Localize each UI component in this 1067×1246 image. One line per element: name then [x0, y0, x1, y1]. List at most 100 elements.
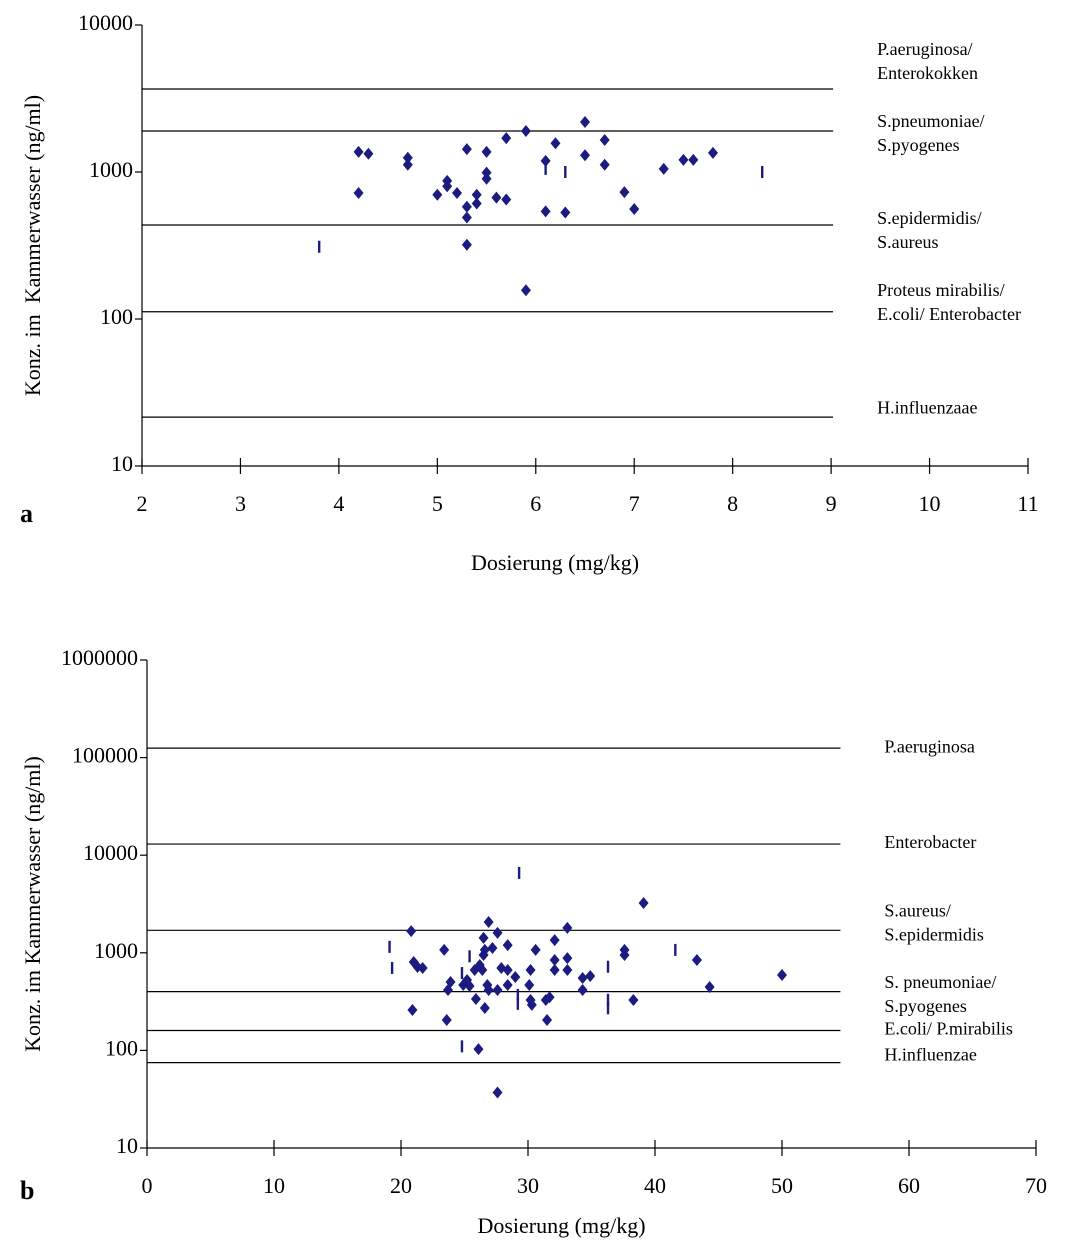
diamond-point	[407, 1004, 418, 1017]
diamond-point	[402, 151, 413, 164]
x-tick-label: 0	[142, 1173, 153, 1198]
diamond-point	[417, 962, 428, 975]
diamond-point	[520, 125, 531, 138]
diamond-point	[619, 186, 630, 199]
reference-label: H.influenzaae	[877, 397, 977, 417]
diamond-point	[540, 205, 551, 218]
diamond-point	[562, 963, 573, 976]
diamond-point	[501, 132, 512, 145]
reference-label: E.coli/ P.mirabilis	[884, 1019, 1013, 1039]
y-tick-label: 1000000	[61, 645, 138, 670]
diamond-point	[580, 149, 590, 162]
reference-label: E.coli/ Enterobacter	[877, 304, 1021, 324]
x-axis-title: Dosierung (mg/kg)	[471, 550, 639, 575]
dash-point	[606, 993, 610, 1006]
diamond-point	[577, 983, 588, 996]
x-tick-label: 4	[333, 491, 344, 516]
diamond-point	[492, 1086, 503, 1099]
diamond-point	[599, 134, 610, 147]
y-tick-label: 10000	[83, 840, 138, 865]
diamond-point	[481, 145, 492, 158]
diamond-point	[585, 970, 596, 983]
diamond-point	[540, 154, 551, 167]
reference-label: Proteus mirabilis/	[877, 280, 1005, 300]
dash-point	[460, 1040, 464, 1053]
panel-label: a	[20, 499, 33, 528]
diamond-point	[483, 915, 494, 928]
reference-label: S.pyogenes	[877, 135, 960, 155]
x-tick-label: 6	[530, 491, 541, 516]
diamond-point	[562, 921, 573, 934]
reference-label: S.pneumoniae/	[877, 111, 984, 131]
diamond-point	[562, 952, 573, 965]
diamond-point	[638, 896, 649, 909]
x-tick-label: 5	[432, 491, 443, 516]
dash-point	[460, 967, 464, 980]
diamond-point	[461, 211, 472, 224]
diamond-point	[658, 162, 669, 175]
diamond-point	[707, 146, 718, 159]
diamond-point	[452, 186, 463, 199]
reference-label: S.aureus/	[884, 900, 951, 920]
diamond-point	[510, 971, 521, 984]
diamond-point	[487, 941, 498, 954]
dash-point	[564, 166, 567, 178]
diamond-point	[402, 158, 413, 171]
diamond-point	[481, 172, 492, 185]
reference-label: S. pneumoniae/	[884, 972, 996, 992]
dash-point	[761, 166, 764, 178]
reference-label: Enterokokken	[877, 63, 978, 83]
dash-point	[674, 943, 677, 956]
diamond-point	[363, 147, 374, 160]
diamond-point	[353, 145, 364, 158]
dash-point	[468, 950, 471, 963]
reference-label: S.pyogenes	[884, 996, 967, 1016]
diamond-point	[502, 963, 513, 976]
diamond-point	[530, 943, 541, 956]
diamond-point	[470, 993, 481, 1006]
diamond-point	[599, 158, 610, 171]
y-tick-label: 10000	[78, 10, 133, 35]
diamond-point	[560, 206, 571, 219]
diamond-point	[777, 968, 787, 981]
y-tick-label: 100	[105, 1035, 138, 1060]
x-tick-label: 30	[517, 1173, 539, 1198]
dash-point	[517, 866, 521, 879]
reference-label: H.influenzae	[884, 1045, 976, 1065]
diamond-point	[491, 191, 502, 204]
dash-point	[388, 940, 391, 953]
x-tick-label: 10	[263, 1173, 285, 1198]
x-tick-label: 50	[771, 1173, 793, 1198]
dash-point	[318, 240, 321, 253]
x-tick-label: 2	[137, 491, 148, 516]
diamond-point	[544, 991, 555, 1004]
diamond-point	[461, 238, 472, 251]
x-tick-label: 70	[1025, 1173, 1047, 1198]
diamond-point	[525, 963, 536, 976]
reference-label: S.epidermidis	[884, 924, 984, 944]
diamond-point	[629, 203, 640, 216]
y-tick-label: 100000	[72, 743, 138, 768]
dash-point	[516, 997, 520, 1010]
diamond-point	[619, 949, 630, 962]
dash-point	[606, 960, 610, 973]
diamond-point	[483, 983, 494, 996]
diamond-point	[353, 186, 364, 199]
diamond-point	[441, 1013, 452, 1026]
diamond-point	[501, 193, 512, 206]
diamond-point	[461, 200, 472, 213]
x-tick-label: 3	[235, 491, 246, 516]
y-tick-label: 1000	[94, 938, 138, 963]
y-tick-label: 10	[111, 451, 133, 476]
diamond-point	[542, 1013, 553, 1026]
reference-label: P.aeruginosa/	[877, 39, 972, 59]
dash-point	[516, 988, 520, 1001]
y-axis-title: Konz. im Kammerwasser (ng/ml)	[20, 756, 45, 1052]
diamond-point	[477, 963, 488, 976]
diamond-point	[445, 976, 456, 989]
diamond-point	[577, 971, 588, 984]
diamond-point	[502, 978, 513, 991]
diamond-point	[550, 137, 561, 150]
diamond-point	[473, 1043, 484, 1056]
diamond-point	[432, 188, 443, 201]
